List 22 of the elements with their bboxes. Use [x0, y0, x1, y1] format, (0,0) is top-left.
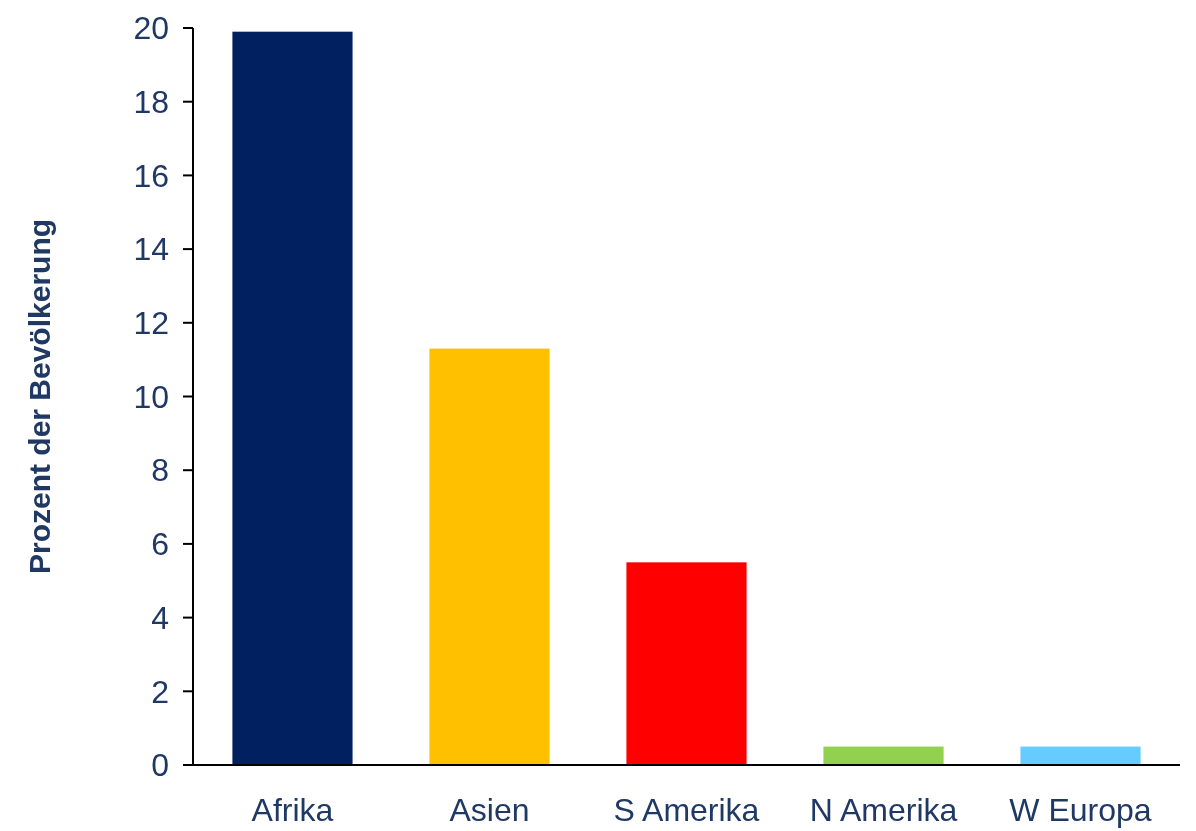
x-tick-label: W Europa	[1009, 792, 1152, 828]
bar	[429, 348, 550, 765]
x-tick-label: S Amerika	[613, 792, 760, 828]
y-tick-label: 10	[133, 378, 169, 415]
bar	[232, 31, 353, 765]
bar	[823, 746, 944, 765]
bar	[1020, 746, 1141, 765]
y-tick-label: 12	[133, 305, 169, 341]
y-tick-label: 8	[151, 452, 169, 489]
y-tick-label: 14	[133, 231, 169, 268]
y-tick-label: 20	[133, 10, 169, 47]
y-tick-label: 16	[133, 157, 169, 194]
bar	[626, 562, 747, 765]
y-tick-label: 2	[151, 673, 169, 710]
y-tick-label: 18	[133, 83, 169, 120]
x-tick-label: Afrika	[251, 792, 334, 828]
y-tick-label: 6	[151, 526, 169, 563]
y-tick-label: 0	[151, 747, 169, 784]
y-tick-label: 4	[151, 599, 169, 636]
y-axis-title: Prozent der Bevölkerung	[23, 218, 56, 575]
x-tick-label: N Amerika	[809, 792, 958, 828]
x-tick-label: Asien	[449, 792, 530, 828]
